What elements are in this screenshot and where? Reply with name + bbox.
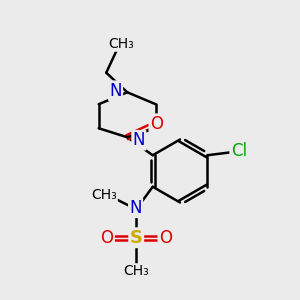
Text: N: N <box>133 131 145 149</box>
Text: O: O <box>100 229 114 247</box>
Text: O: O <box>159 229 172 247</box>
Text: S: S <box>130 229 143 247</box>
Text: Cl: Cl <box>231 142 247 160</box>
Text: O: O <box>150 115 163 133</box>
Text: N: N <box>129 199 142 217</box>
Text: CH₃: CH₃ <box>123 264 149 278</box>
Text: N: N <box>109 82 122 100</box>
Text: CH₃: CH₃ <box>91 188 117 202</box>
Text: CH₃: CH₃ <box>108 37 134 51</box>
